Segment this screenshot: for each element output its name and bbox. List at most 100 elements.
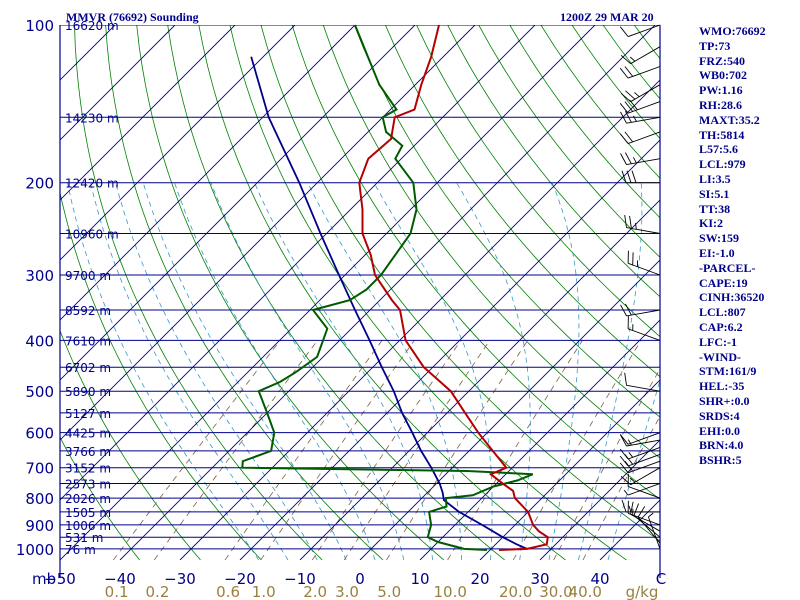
height-label: 2573 m: [65, 477, 111, 491]
height-label: 76 m: [65, 543, 96, 557]
index-l57: L57:5.6: [699, 142, 738, 157]
dry-adiabat: [353, 25, 660, 418]
index-shr: SHR+:0.0: [699, 393, 750, 408]
temperature-trace: [358, 24, 549, 551]
height-label: 9700 m: [65, 269, 111, 283]
height-label: 2026 m: [65, 492, 111, 506]
isotherm: [419, 319, 660, 560]
pressure-unit-label: mb: [32, 570, 56, 588]
index-th: TH:5814: [699, 127, 745, 142]
index-rh: RH:28.6: [699, 97, 742, 112]
temperature-tick-label: 30: [530, 570, 549, 588]
mixing-ratio-line: [153, 340, 318, 560]
isotherm: [60, 25, 536, 501]
temperature-tick-label: −30: [164, 570, 196, 588]
mixing-ratio-label: 30.0: [539, 583, 572, 600]
temperature-tick-label: −40: [104, 570, 136, 588]
height-label: 3152 m: [65, 462, 111, 476]
dry-adiabat: [229, 25, 627, 560]
wind-barb: [630, 501, 661, 532]
wind-barb: [621, 499, 660, 513]
height-label: 7610 m: [65, 334, 111, 348]
mixing-ratio-line: [224, 340, 383, 560]
height-label: 531 m: [65, 531, 103, 545]
index-ehi: EHI:0.0: [699, 423, 741, 438]
parcel-trace: [250, 56, 528, 550]
index-bshr: BSHR:5: [699, 453, 742, 468]
index-tt: TT:38: [699, 201, 731, 216]
mixing-ratio-label: 0.2: [146, 583, 170, 600]
wind-barb: [619, 66, 661, 79]
wind-barb: [619, 24, 661, 38]
dry-adiabat: [167, 25, 505, 560]
moist-adiabat: [307, 182, 462, 560]
mixing-ratio-label: 1.0: [252, 583, 276, 600]
wind-heading: -WIND-: [699, 349, 741, 364]
isotherm: [60, 25, 596, 560]
dry-adiabat: [291, 25, 660, 500]
index-sw: SW:159: [699, 231, 740, 246]
pressure-tick-label: 100: [25, 17, 54, 35]
moist-adiabat: [548, 182, 580, 560]
chart-datetime: 1200Z 29 MAR 20: [560, 10, 654, 24]
wind-barb: [624, 372, 661, 392]
wind-barb: [627, 473, 661, 499]
moist-adiabat: [67, 182, 259, 560]
temperature-tick-label: 20: [470, 570, 489, 588]
height-label: 4425 m: [65, 427, 111, 441]
mixing-ratio-line: [386, 340, 529, 560]
dry-adiabat: [260, 25, 660, 542]
pressure-tick-label: 500: [25, 383, 54, 401]
pressure-tick-label: 300: [25, 267, 54, 285]
index-ei: EI:-1.0: [699, 245, 735, 260]
wind-barb: [623, 482, 661, 496]
index-maxt: MAXT:35.2: [699, 112, 760, 127]
moist-adiabat: [210, 182, 405, 560]
chart-title: MMVR (76692) Sounding: [66, 10, 199, 24]
mixing-ratio-label: 3.0: [335, 583, 359, 600]
background-lines: [60, 25, 660, 560]
isotherm: [60, 25, 236, 201]
dry-adiabat: [416, 25, 660, 338]
wind-barb: [624, 215, 661, 234]
wind-barb: [620, 84, 661, 103]
index-stm: STM:161/9: [699, 364, 757, 379]
mixing-ratio-line: [260, 340, 415, 560]
moist-adiabat: [254, 182, 434, 560]
wind-barb: [620, 434, 661, 447]
mixing-ratio-unit-label: g/kg: [626, 583, 659, 600]
mixing-ratio-line: [512, 340, 642, 560]
pressure-tick-label: 600: [25, 425, 54, 443]
mixing-ratio-line: [112, 340, 281, 560]
pressure-tick-label: 700: [25, 460, 54, 478]
isotherm: [239, 139, 660, 560]
pressure-tick-label: 1000: [16, 541, 54, 559]
index-wmo: WMO:76692: [699, 24, 766, 38]
height-label: 8592 m: [65, 304, 111, 318]
isotherm: [60, 25, 416, 381]
dry-adiabat: [447, 25, 660, 298]
index-parcel-lcl: LCL:807: [699, 305, 746, 320]
dry-adiabat: [60, 436, 140, 560]
temperature-tick-label: −50: [44, 570, 76, 588]
isotherm: [179, 79, 660, 560]
index-cinh: CINH:36520: [699, 290, 765, 305]
dry-adiabat: [60, 329, 201, 560]
wind-barb: [627, 250, 661, 276]
wind-barb: [619, 432, 661, 445]
wind-barb: [619, 131, 661, 145]
height-label: 1505 m: [65, 506, 111, 520]
dewpoint-trace: [241, 24, 534, 551]
mixing-ratio-line: [553, 368, 660, 560]
height-label: 6702 m: [65, 361, 111, 375]
dry-adiabat: [74, 25, 323, 560]
index-cap: CAP:6.2: [699, 319, 743, 334]
temperature-tick-label: −20: [224, 570, 256, 588]
moist-adiabat: [142, 182, 347, 560]
height-label: 12420 m: [65, 177, 119, 191]
moist-adiabat: [456, 182, 531, 560]
mixing-ratio-label: 2.0: [303, 583, 327, 600]
parcel-heading: -PARCEL-: [699, 260, 756, 275]
index-wb0: WB0:702: [699, 68, 747, 83]
